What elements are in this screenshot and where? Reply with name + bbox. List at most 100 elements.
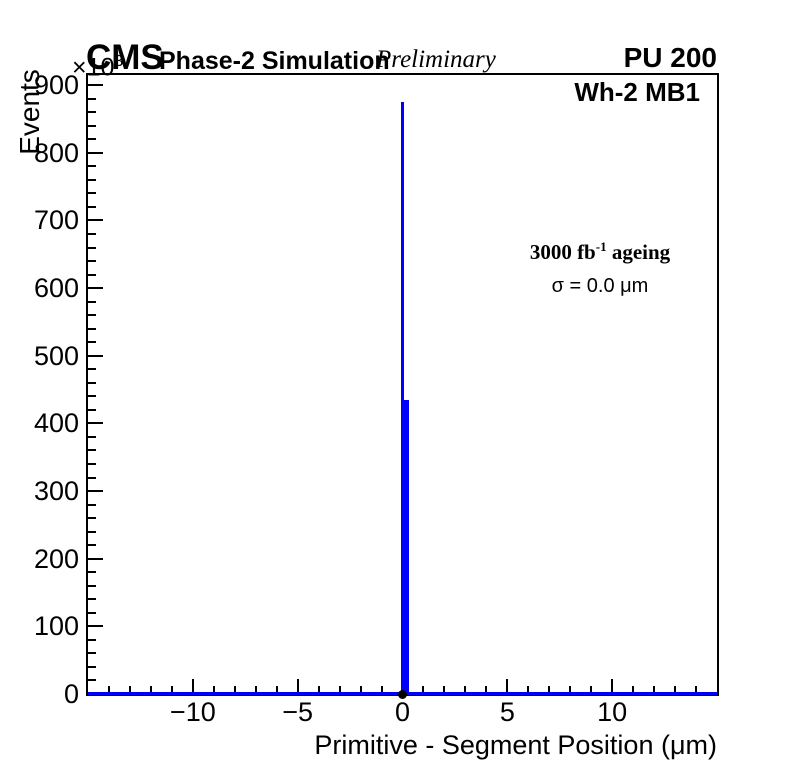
y-axis-multiplier-base: ×10: [72, 53, 115, 82]
y-minor-tick: [88, 462, 96, 465]
x-minor-tick: [275, 686, 278, 694]
x-minor-tick: [464, 686, 467, 694]
x-tick-label: 0: [394, 697, 411, 727]
x-minor-tick: [590, 686, 593, 694]
y-minor-tick: [88, 300, 96, 303]
y-axis-multiplier-exponent: 3: [114, 53, 124, 70]
y-minor-tick: [88, 395, 96, 398]
y-minor-tick: [88, 408, 96, 411]
y-minor-tick: [88, 476, 96, 479]
y-minor-tick: [88, 381, 96, 384]
ageing-annotation-pre: 3000 fb: [529, 240, 596, 264]
y-tick-label: 800: [33, 137, 79, 168]
y-tick-label: 900: [33, 70, 79, 101]
y-tick-label: 300: [33, 476, 79, 507]
y-minor-tick: [88, 435, 96, 438]
sigma-annotation: σ = 0.0 μm: [551, 275, 649, 297]
x-tick-label: 5: [499, 697, 515, 727]
y-minor-tick: [88, 638, 96, 641]
y-tick-label: 700: [33, 205, 79, 236]
y-minor-tick: [88, 246, 96, 249]
y-tick-label: 600: [33, 273, 79, 304]
y-minor-tick: [88, 111, 96, 114]
y-minor-tick: [88, 679, 96, 682]
y-minor-tick: [88, 97, 96, 100]
y-minor-tick: [88, 665, 96, 668]
x-minor-tick: [527, 686, 530, 694]
x-major-tick: [191, 679, 194, 694]
data-marker: [398, 689, 407, 699]
y-tick-label: 100: [33, 611, 79, 642]
y-major-tick: [88, 287, 103, 290]
plot-frame: [86, 73, 719, 699]
y-major-tick: [88, 219, 103, 222]
y-tick-label: 500: [33, 340, 79, 371]
y-minor-tick: [88, 503, 96, 506]
chamber-label: Wh-2 MB1: [574, 77, 700, 107]
x-minor-tick: [632, 686, 635, 694]
x-minor-tick: [254, 686, 257, 694]
x-tick-label: −10: [169, 697, 216, 727]
y-minor-tick: [88, 165, 96, 168]
x-major-tick: [611, 679, 614, 694]
x-minor-tick: [170, 686, 173, 694]
y-minor-tick: [88, 341, 96, 344]
x-minor-tick: [128, 686, 131, 694]
y-minor-tick: [88, 584, 96, 587]
x-minor-tick: [485, 686, 488, 694]
y-minor-tick: [88, 368, 96, 371]
y-minor-tick: [88, 449, 96, 452]
y-minor-tick: [88, 124, 96, 127]
histogram-bar: [400, 102, 405, 694]
y-tick-label: 0: [63, 679, 79, 709]
x-minor-tick: [233, 686, 236, 694]
y-minor-tick: [88, 517, 96, 520]
y-minor-tick: [88, 192, 96, 195]
y-minor-tick: [88, 232, 96, 235]
x-minor-tick: [149, 686, 152, 694]
y-minor-tick: [88, 178, 96, 181]
y-minor-tick: [88, 327, 96, 330]
y-minor-tick: [88, 273, 96, 276]
x-minor-tick: [338, 686, 341, 694]
y-major-tick: [88, 84, 103, 87]
y-major-tick: [88, 151, 103, 154]
x-minor-tick: [674, 686, 677, 694]
histogram-bar: [404, 399, 409, 694]
ageing-annotation: 3000 fb-1 ageing: [500, 239, 700, 265]
x-minor-tick: [212, 686, 215, 694]
y-tick-label: 200: [33, 543, 79, 574]
cms-logo-text: CMS: [86, 38, 164, 77]
y-major-tick: [88, 490, 103, 493]
x-tick-label: −5: [282, 697, 314, 727]
x-major-tick: [296, 679, 299, 694]
x-tick-label: 10: [597, 697, 628, 727]
y-minor-tick: [88, 598, 96, 601]
x-minor-tick: [107, 686, 110, 694]
y-minor-tick: [88, 314, 96, 317]
preliminary-label: Preliminary: [376, 46, 496, 73]
y-minor-tick: [88, 611, 96, 614]
pileup-label: PU 200: [623, 42, 717, 73]
y-minor-tick: [88, 571, 96, 574]
x-minor-tick: [359, 686, 362, 694]
x-major-tick: [506, 679, 509, 694]
y-minor-tick: [88, 260, 96, 263]
y-major-tick: [88, 625, 103, 628]
y-minor-tick: [88, 652, 96, 655]
x-minor-tick: [422, 686, 425, 694]
y-minor-tick: [88, 544, 96, 547]
x-minor-tick: [548, 686, 551, 694]
y-minor-tick: [88, 205, 96, 208]
y-axis-title: Events: [14, 69, 45, 155]
x-minor-tick: [317, 686, 320, 694]
y-minor-tick: [88, 138, 96, 141]
ageing-annotation-post: ageing: [606, 240, 671, 264]
y-major-tick: [88, 354, 103, 357]
x-axis-title: Primitive - Segment Position (μm): [314, 730, 717, 760]
x-minor-tick: [380, 686, 383, 694]
phase2-simulation-label: Phase-2 Simulation: [159, 47, 390, 75]
ageing-annotation-exponent: -1: [595, 239, 607, 254]
x-minor-tick: [653, 686, 656, 694]
